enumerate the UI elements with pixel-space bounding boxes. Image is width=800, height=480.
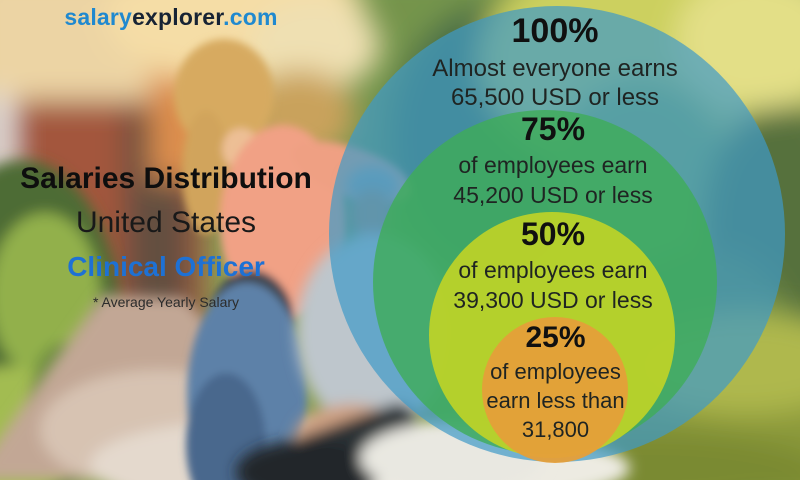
label-line: of employees earn [458,152,648,178]
label-line: earn less than [486,388,625,413]
percentile-100-label: 100% Almost everyone earns 65,500 USD or… [390,12,720,112]
label-line: 39,300 USD or less [453,287,653,313]
circle-25-percent [482,317,628,463]
footnote: * Average Yearly Salary [92,294,240,310]
percent-value: 50% [520,216,586,252]
label-line: 45,200 USD or less [453,182,653,208]
logo-word-explorer: explorer [132,4,224,30]
job-title-label: Clinical Officer [67,251,265,282]
label-line: 31,800 [521,417,590,442]
title-block: Salaries Distribution United States Clin… [8,162,324,310]
country-label: United States [75,206,257,239]
percentile-50-label: 50% of employees earn 39,300 USD or less [425,216,681,315]
label-line: 65,500 USD or less [450,84,660,111]
percentile-25-label: 25% of employees earn less than 31,800 [468,321,643,444]
logo-word-dotcom: .com [223,4,278,30]
percent-value: 75% [520,111,586,147]
label-line: Almost everyone earns [432,55,678,82]
percent-value: 100% [511,12,599,50]
label-line: of employees earn [458,257,648,283]
site-logo[interactable]: salaryexplorer.com [0,4,342,31]
label-line: of employees [490,359,621,384]
percentile-75-label: 75% of employees earn 45,200 USD or less [420,111,686,210]
page-title: Salaries Distribution [20,162,312,195]
logo-word-salary: salary [64,4,133,30]
percent-value: 25% [525,321,586,354]
